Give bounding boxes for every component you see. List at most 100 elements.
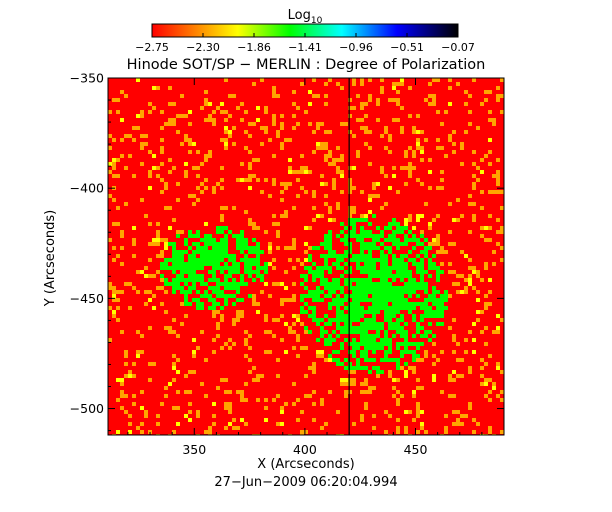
heat-cell: [300, 430, 304, 434]
heat-cell: [500, 246, 504, 250]
heat-cell: [360, 282, 364, 286]
heat-cell: [372, 318, 376, 322]
heat-cell: [488, 390, 492, 394]
heat-cell: [364, 318, 368, 322]
heat-cell: [404, 226, 408, 230]
heat-cell: [164, 186, 168, 190]
heat-cell: [324, 142, 328, 146]
heat-cell: [416, 302, 420, 306]
heat-cell: [304, 326, 308, 330]
heat-cell: [440, 186, 444, 190]
heat-cell: [176, 406, 180, 410]
heat-cell: [192, 278, 196, 282]
heat-cell: [200, 302, 204, 306]
heat-cell: [164, 310, 168, 314]
heat-cell: [332, 350, 336, 354]
heat-cell: [492, 262, 496, 266]
heat-cell: [408, 166, 412, 170]
heat-cell: [400, 106, 404, 110]
heat-cell: [304, 302, 308, 306]
heat-cell: [240, 274, 244, 278]
colorbar-tick-label: −0.07: [441, 41, 475, 54]
heat-cell: [388, 150, 392, 154]
heat-cell: [408, 250, 412, 254]
heat-cell: [352, 422, 356, 426]
heat-cell: [308, 306, 312, 310]
heat-cell: [264, 314, 268, 318]
heat-cell: [384, 174, 388, 178]
plot-frame: [107, 77, 505, 436]
heat-cell: [208, 234, 212, 238]
heat-cell: [416, 294, 420, 298]
heat-cell: [380, 298, 384, 302]
heat-cell: [468, 282, 472, 286]
heat-cell: [420, 258, 424, 262]
x-tick-label: 400: [293, 442, 317, 457]
heat-cell: [164, 182, 168, 186]
heat-cell: [352, 254, 356, 258]
heat-cell: [344, 366, 348, 370]
heat-cell: [356, 254, 360, 258]
heat-cell: [380, 230, 384, 234]
heat-cell: [384, 314, 388, 318]
heat-cell: [300, 262, 304, 266]
heat-cell: [248, 218, 252, 222]
heat-cell: [460, 146, 464, 150]
heat-cell: [384, 290, 388, 294]
heat-cell: [164, 386, 168, 390]
heat-cell: [316, 294, 320, 298]
heat-cell: [384, 358, 388, 362]
heat-cell: [344, 390, 348, 394]
heat-cell: [444, 306, 448, 310]
heat-cell: [396, 242, 400, 246]
heat-cell: [180, 302, 184, 306]
heat-cell: [392, 274, 396, 278]
heat-cell: [184, 114, 188, 118]
heat-cell: [124, 282, 128, 286]
heat-cell: [256, 398, 260, 402]
heat-cell: [372, 314, 376, 318]
heat-cell: [340, 314, 344, 318]
heat-cell: [432, 294, 436, 298]
heat-cell: [124, 350, 128, 354]
heat-cell: [460, 274, 464, 278]
heat-cell: [192, 282, 196, 286]
heat-cell: [196, 306, 200, 310]
heat-cell: [260, 190, 264, 194]
heat-cell: [160, 238, 164, 242]
heat-cell: [420, 130, 424, 134]
heat-cell: [380, 78, 384, 82]
heat-cell: [500, 370, 504, 374]
heat-cell: [356, 314, 360, 318]
heat-cell: [436, 302, 440, 306]
heat-cell: [328, 390, 332, 394]
heat-cell: [464, 338, 468, 342]
heat-cell: [228, 282, 232, 286]
heat-cell: [188, 142, 192, 146]
heat-cell: [296, 334, 300, 338]
heat-cell: [232, 266, 236, 270]
heat-cell: [392, 322, 396, 326]
heat-cell: [184, 266, 188, 270]
heat-cell: [220, 218, 224, 222]
heat-cell: [268, 138, 272, 142]
heat-cell: [352, 206, 356, 210]
heat-cell: [352, 310, 356, 314]
heat-cell: [196, 250, 200, 254]
heat-cell: [132, 254, 136, 258]
heat-cell: [336, 146, 340, 150]
heat-cell: [364, 342, 368, 346]
heat-cell: [112, 246, 116, 250]
heat-cell: [376, 246, 380, 250]
heat-cell: [224, 342, 228, 346]
heat-cell: [284, 186, 288, 190]
heat-cell: [396, 326, 400, 330]
heat-cell: [164, 246, 168, 250]
heat-cell: [396, 330, 400, 334]
heat-cell: [220, 186, 224, 190]
heat-cell: [304, 394, 308, 398]
heat-cell: [168, 206, 172, 210]
heat-cell: [440, 250, 444, 254]
heat-cell: [428, 266, 432, 270]
heat-cell: [268, 242, 272, 246]
